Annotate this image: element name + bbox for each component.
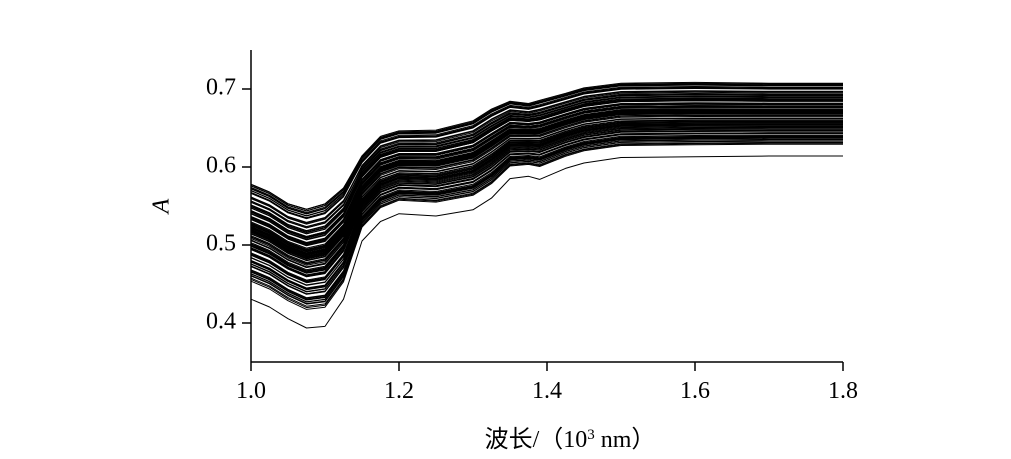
spectrum-line <box>250 108 843 252</box>
spectrum-line <box>250 125 843 281</box>
spectrum-line <box>250 90 843 225</box>
spectrum-line <box>250 139 843 303</box>
spectrum-line <box>250 111 843 257</box>
spectrum-line <box>250 86 843 215</box>
spectrum-line <box>250 112 843 261</box>
spectrum-line <box>250 116 843 266</box>
x-ticks: 1.0 1.2 1.4 1.6 1.8 <box>236 362 858 404</box>
spectrum-line <box>250 82 843 210</box>
spectrum-line <box>250 130 843 291</box>
x-tick-label: 1.6 <box>680 378 710 404</box>
spectrum-line <box>250 137 843 299</box>
spectrum-line <box>250 109 843 256</box>
spectrum-line <box>250 132 843 290</box>
y-axis-title: A <box>149 198 175 215</box>
spectrum-line <box>250 97 843 234</box>
spectrum-line <box>250 111 843 256</box>
x-tick-label: 1.2 <box>384 378 414 404</box>
x-axis-title-prefix: 波长/（10 <box>485 426 588 453</box>
y-tick-label: 0.4 <box>206 309 236 335</box>
x-tick-label: 1.0 <box>236 378 266 404</box>
spectrum-line <box>250 91 843 223</box>
y-tick-label: 0.6 <box>206 153 236 179</box>
spectrum-line <box>250 136 843 299</box>
spectrum-line <box>250 128 843 284</box>
spectrum-line <box>250 120 843 274</box>
spectrum-line <box>250 100 843 240</box>
x-tick-label: 1.8 <box>828 378 858 404</box>
x-tick-label: 1.4 <box>532 378 562 404</box>
spectrum-line <box>250 83 843 212</box>
spectrum-line <box>250 119 843 272</box>
x-axis-title-suffix: nm） <box>595 427 656 453</box>
spectrum-line <box>250 155 843 329</box>
spectrum-line <box>250 103 843 244</box>
spectrum-line <box>250 143 843 310</box>
spectrum-line <box>250 123 843 276</box>
y-tick-label: 0.7 <box>206 75 236 101</box>
spectrum-line <box>250 140 843 305</box>
spectra-lines <box>250 81 843 329</box>
spectrum-line <box>250 124 843 278</box>
x-axis-title: 波长/（103 nm） <box>485 426 656 453</box>
spectrum-line <box>250 124 843 276</box>
spectrum-line <box>250 142 843 309</box>
y-ticks: 0.4 0.5 0.6 0.7 <box>206 75 251 335</box>
spectrum-line <box>250 135 843 295</box>
spectrum-line <box>250 93 843 229</box>
spectrum-line <box>250 107 843 250</box>
y-tick-label: 0.5 <box>206 231 236 257</box>
spectrum-line <box>250 134 843 293</box>
spectrum-line <box>250 126 843 282</box>
spectrum-line <box>250 105 843 244</box>
spectrum-line <box>250 118 843 268</box>
spectrum-line <box>250 99 843 238</box>
x-axis-title-sup: 3 <box>587 427 595 443</box>
spectrum-line <box>250 87 843 220</box>
spectrum-line <box>250 114 843 263</box>
spectrum-line <box>250 142 843 307</box>
spectrum-line <box>250 96 843 232</box>
spectrum-line <box>250 127 843 283</box>
spectrum-line <box>250 90 843 224</box>
spectrum-line <box>250 121 843 272</box>
spectrum-line <box>250 94 843 228</box>
